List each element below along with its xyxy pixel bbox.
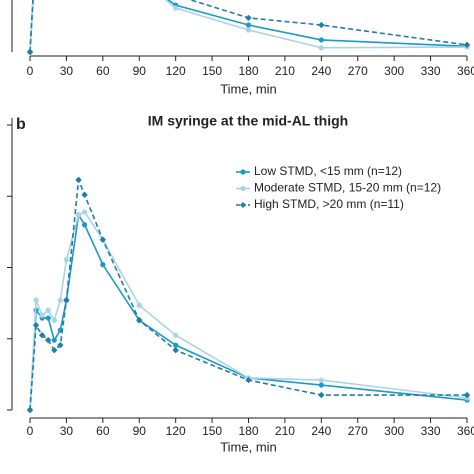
x-tick-label: 30: [60, 64, 74, 78]
legend-label: Low STMD, <15 mm (n=12): [254, 164, 402, 178]
x-tick-label: 150: [202, 424, 222, 438]
legend-label: Moderate STMD, 15-20 mm (n=12): [254, 181, 441, 195]
data-point: [172, 346, 179, 354]
data-point: [45, 336, 52, 344]
legend-marker: [240, 202, 246, 208]
x-tick-label: 240: [311, 64, 331, 78]
data-point: [81, 191, 88, 199]
data-point: [57, 297, 63, 303]
data-point: [136, 317, 143, 324]
data-point: [463, 41, 471, 49]
data-point: [63, 297, 70, 304]
legend-marker: [240, 169, 246, 175]
x-axis-label: Time, min: [220, 439, 277, 454]
data-point: [318, 391, 325, 399]
x-tick-label: 150: [202, 64, 222, 78]
x-tick-label: 210: [275, 424, 295, 438]
data-point: [318, 45, 324, 51]
data-point: [245, 376, 252, 384]
x-tick-label: 90: [133, 424, 147, 438]
data-point: [38, 331, 46, 339]
x-tick-label: 330: [421, 424, 441, 438]
data-point: [173, 332, 179, 338]
data-point: [82, 222, 88, 228]
x-axis-label: Time, min: [220, 81, 277, 96]
data-point: [26, 406, 34, 414]
plot-area: [26, 176, 471, 414]
x-tick-label: 30: [60, 424, 74, 438]
plot-area: [26, 0, 471, 56]
x-tick-label: 60: [96, 64, 110, 78]
x-tick-label: 60: [96, 424, 110, 438]
x-tick-label: 330: [421, 64, 441, 78]
data-point: [245, 22, 252, 28]
data-point: [318, 37, 324, 43]
panel-label: b: [16, 116, 26, 133]
x-tick-label: 180: [238, 64, 258, 78]
x-tick-label: 0: [27, 64, 34, 78]
x-tick-label: 360: [457, 424, 474, 438]
data-point: [99, 236, 107, 243]
x-tick-label: 180: [238, 424, 258, 438]
data-point: [136, 302, 142, 308]
data-point: [51, 317, 57, 323]
data-point: [100, 262, 106, 268]
data-point: [173, 5, 179, 11]
data-point: [318, 382, 324, 388]
data-point: [245, 27, 252, 33]
data-point: [463, 391, 471, 399]
data-point: [173, 342, 179, 348]
data-point: [32, 322, 40, 329]
data-point: [33, 297, 39, 303]
x-tick-label: 120: [166, 424, 186, 438]
legend-marker: [240, 185, 246, 192]
data-point: [245, 14, 252, 22]
data-point: [57, 341, 64, 349]
data-point: [51, 337, 57, 343]
legend-label: High STMD, >20 mm (n=11): [254, 197, 404, 211]
x-tick-label: 300: [384, 424, 404, 438]
data-point: [39, 312, 45, 318]
data-point: [318, 377, 324, 383]
data-point: [75, 212, 82, 218]
x-tick-label: 120: [166, 64, 186, 78]
data-point: [82, 209, 88, 215]
data-point: [26, 48, 34, 56]
x-tick-label: 300: [384, 64, 404, 78]
x-tick-label: 270: [348, 64, 368, 78]
chart-title: IM syringe at the mid-AL thigh: [148, 113, 348, 129]
data-point: [45, 307, 51, 313]
x-tick-label: 270: [348, 424, 368, 438]
data-point: [75, 176, 82, 184]
x-tick-label: 240: [311, 424, 331, 438]
data-point: [63, 257, 70, 263]
data-point: [51, 346, 58, 354]
x-tick-label: 0: [27, 424, 34, 438]
data-point: [318, 21, 325, 29]
x-tick-label: 210: [275, 64, 295, 78]
x-tick-label: 360: [457, 64, 474, 78]
data-point: [45, 315, 51, 321]
x-tick-label: 90: [133, 64, 147, 78]
